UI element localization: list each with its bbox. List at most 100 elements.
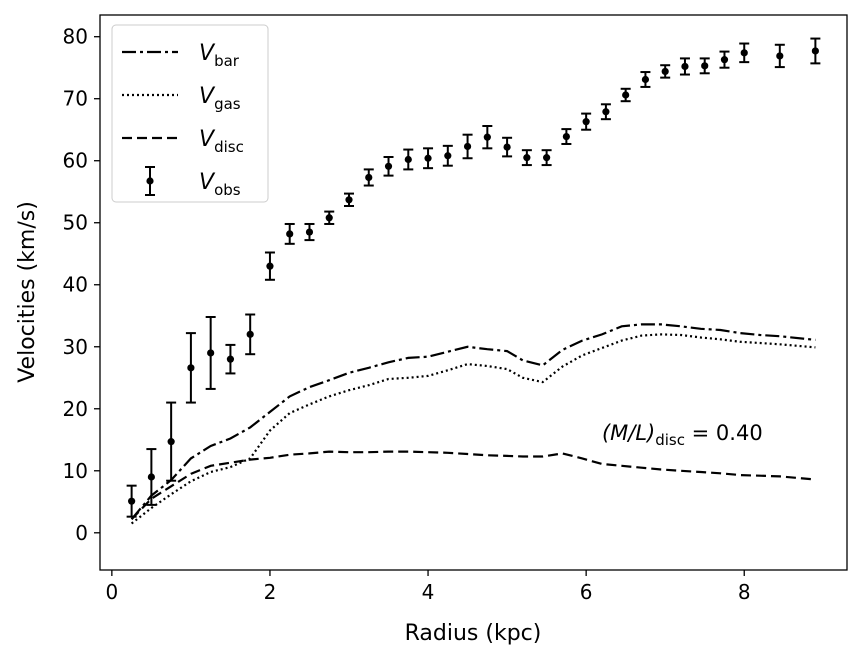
x-tick-label: 6	[580, 580, 593, 604]
y-tick-label: 0	[75, 521, 88, 545]
legend-frame	[111, 24, 269, 203]
legend-item-disc: Vdisc	[122, 127, 244, 156]
v-obs-marker	[811, 47, 819, 55]
v-obs-marker	[681, 62, 689, 71]
v-obs-marker	[226, 355, 235, 363]
v-obs-point	[264, 251, 275, 281]
v-obs-point	[699, 57, 710, 75]
legend-label-subscript: obs	[214, 181, 241, 199]
v-obs-marker	[384, 162, 393, 170]
v-obs-point	[423, 147, 434, 170]
v-obs-marker	[207, 349, 215, 357]
v-obs-point	[324, 210, 335, 225]
v-obs-point	[205, 315, 216, 390]
v-obs-marker	[720, 56, 729, 64]
y-tick-label: 70	[63, 87, 88, 111]
legend-item-gas: Vgas	[122, 84, 241, 113]
v-obs-point	[521, 149, 532, 167]
v-obs-marker	[365, 173, 373, 182]
v-obs-point	[403, 148, 414, 171]
v-obs-marker	[167, 438, 175, 446]
v-obs-point	[344, 192, 354, 207]
v-obs-point	[304, 222, 315, 242]
v-obs-point	[166, 401, 177, 482]
legend-marker-icon	[146, 177, 154, 185]
v-obs-point	[502, 136, 513, 158]
v-obs-marker	[776, 52, 784, 60]
v-obs-marker	[424, 154, 432, 162]
v-obs-marker	[483, 133, 491, 141]
v-obs-point	[462, 133, 473, 160]
y-tick-label: 40	[63, 273, 88, 297]
v-obs-point	[561, 128, 572, 145]
v-obs-marker	[543, 154, 551, 162]
legend-label-subscript: disc	[214, 138, 244, 156]
v-obs-marker	[503, 143, 511, 151]
legend-label-symbol: V	[199, 41, 216, 66]
v-bar-line	[130, 323, 816, 520]
v-obs-marker	[661, 67, 669, 76]
v-obs-marker	[523, 154, 531, 162]
annotation-value: = 0.40	[685, 421, 763, 445]
v-obs-marker	[404, 155, 412, 164]
y-tick-label: 10	[63, 459, 88, 483]
v-obs-marker	[325, 214, 333, 222]
legend-label-subscript: gas	[214, 95, 241, 113]
v-obs-point	[660, 64, 671, 79]
y-tick-label: 50	[63, 211, 88, 235]
v-obs-point	[679, 57, 690, 76]
v-obs-point	[482, 125, 493, 150]
v-obs-marker	[128, 497, 136, 505]
v-obs-point	[739, 42, 750, 64]
v-obs-point	[774, 43, 785, 69]
v-obs-marker	[444, 152, 452, 160]
y-tick-label: 20	[63, 397, 88, 421]
v-obs-point	[245, 313, 256, 356]
v-obs-marker	[602, 108, 610, 116]
legend-label-symbol: V	[199, 170, 216, 195]
annotation-prefix: (M/L)	[602, 421, 655, 445]
v-obs-point	[719, 50, 730, 69]
v-obs-point	[810, 37, 821, 65]
legend-label: Vobs	[199, 170, 241, 199]
v-obs-marker	[147, 473, 155, 481]
v-obs-marker	[246, 330, 254, 338]
v-obs-point	[126, 484, 137, 518]
v-obs-point	[620, 87, 631, 103]
v-obs-marker	[463, 142, 472, 151]
legend-label: Vgas	[199, 84, 241, 113]
y-tick-label: 60	[63, 149, 88, 173]
legend-item-obs: Vobs	[145, 166, 241, 199]
v-obs-point	[225, 343, 236, 375]
v-obs-marker	[286, 230, 294, 238]
v-obs-marker	[187, 364, 195, 372]
v-obs-marker	[701, 62, 709, 70]
v-obs-point	[442, 144, 453, 167]
v-disc-line	[130, 450, 816, 520]
v-obs-marker	[582, 118, 590, 126]
annotation-subscript: disc	[655, 431, 685, 449]
v-obs-point	[600, 103, 611, 121]
x-tick-label: 4	[422, 580, 435, 604]
v-obs-marker	[641, 75, 650, 84]
plot-marks	[126, 37, 821, 525]
legend-label-symbol: V	[199, 127, 216, 152]
v-obs-point	[185, 332, 196, 404]
legend-label-symbol: V	[199, 84, 216, 109]
v-obs-point	[146, 448, 157, 506]
x-tick-label: 2	[264, 580, 277, 604]
x-tick-label: 8	[738, 580, 751, 604]
v-obs-point	[383, 156, 394, 177]
v-obs-marker	[305, 228, 314, 236]
v-obs-marker	[562, 132, 570, 141]
x-axis-label: Radius (kpc)	[405, 621, 542, 646]
v-obs-point	[284, 222, 295, 245]
y-tick-label: 30	[63, 335, 88, 359]
legend-label: Vdisc	[199, 127, 244, 156]
v-obs-point	[640, 71, 651, 88]
x-tick-label: 0	[105, 580, 118, 604]
plot-frame	[99, 14, 848, 571]
v-obs-point	[541, 149, 552, 167]
